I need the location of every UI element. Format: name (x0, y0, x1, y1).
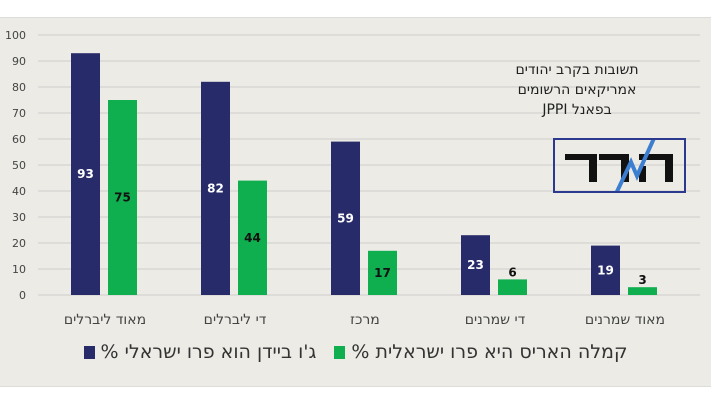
bar-harris (108, 100, 137, 295)
bar-biden (331, 141, 360, 295)
y-tick-label: 50 (12, 159, 26, 172)
data-label: 6 (508, 265, 516, 279)
bar-biden (201, 81, 230, 295)
x-tick-label: די ליברלים (204, 312, 267, 328)
y-tick-label: 0 (19, 289, 26, 302)
bar-harris (368, 250, 397, 295)
y-tick-label: 100 (5, 29, 26, 42)
bar-harris (238, 180, 267, 295)
bar-biden (461, 235, 490, 295)
note-line: אמריקאים הרשומים (517, 82, 637, 98)
hamadad-logo (553, 135, 686, 201)
data-label: 44 (244, 231, 261, 245)
note-line: תשובות בקרב יהודים (515, 62, 639, 78)
chart-note: תשובות בקרב יהודים אמריקאים הרשומים בפאנ… (477, 60, 677, 120)
bar-harris (628, 287, 657, 295)
y-tick-label: 40 (12, 185, 26, 198)
data-label: 93 (77, 167, 94, 181)
x-tick-label: מאוד שמרנים (585, 312, 665, 328)
y-tick-label: 70 (12, 107, 26, 120)
bar-chart: 0 10 20 30 40 50 60 70 80 90 100 93 75 מאוד ליברלים 82… (5, 29, 700, 328)
bar-harris (498, 279, 527, 295)
bar-biden (71, 53, 100, 296)
data-label: 23 (467, 258, 484, 272)
legend-item-biden: ג'ו ביידן הוא פרו ישראלי % (83, 341, 317, 363)
legend-swatch-green (334, 345, 346, 359)
y-tick-label: 30 (12, 211, 26, 224)
data-label: 75 (114, 191, 131, 205)
data-label: 82 (207, 181, 224, 195)
y-tick-label: 20 (12, 237, 26, 250)
y-tick-label: 10 (12, 263, 26, 276)
x-tick-label: מאוד ליברלים (64, 312, 146, 328)
y-tick-label: 90 (12, 55, 26, 68)
legend-label: קמלה האריס היא פרו ישראלית % (351, 341, 628, 363)
x-tick-label: די שמרנים (465, 312, 526, 328)
bar-biden (591, 245, 620, 295)
data-label: 17 (374, 266, 391, 280)
x-tick-label: מרכז (350, 312, 380, 328)
note-line: בפאנל JPPI (542, 102, 612, 118)
y-tick-label: 80 (12, 81, 26, 94)
y-tick-label: 60 (12, 133, 26, 146)
legend-item-harris: קמלה האריס היא פרו ישראלית % (334, 341, 627, 363)
legend: קמלה האריס היא פרו ישראלית % ג'ו ביידן ה… (0, 341, 711, 363)
legend-label: ג'ו ביידן הוא פרו ישראלי % (100, 341, 317, 363)
data-label: 59 (337, 211, 354, 225)
chart-panel: 0 10 20 30 40 50 60 70 80 90 100 93 75 מאוד ליברלים 82… (0, 17, 711, 387)
data-label: 19 (597, 263, 614, 277)
data-label: 3 (638, 273, 646, 287)
legend-swatch-navy (83, 345, 95, 359)
